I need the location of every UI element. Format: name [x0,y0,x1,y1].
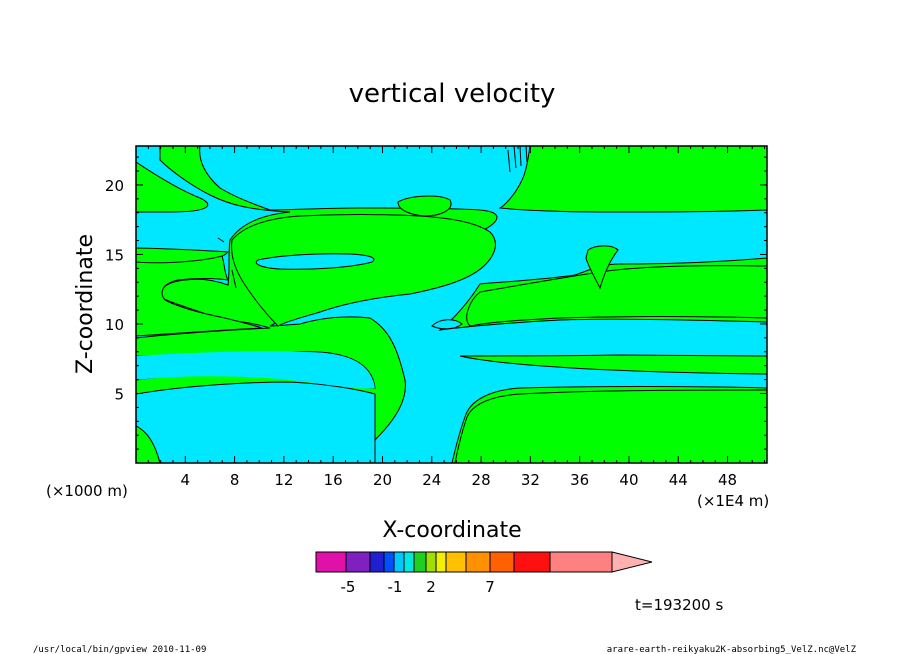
x-tick-label: 24 [422,471,441,489]
footer-left: /usr/local/bin/gpview 2010-11-09 [33,645,206,654]
x-tick-label: 32 [521,471,540,489]
x-tick-label: 8 [230,471,240,489]
colorbar-segment [465,551,491,573]
footer-right: arare-earth-reikyaku2K-absorbing5_VelZ.n… [607,645,857,654]
y-tick-label: 5 [114,385,124,403]
colorbar-label: 2 [426,578,436,596]
x-tick-label: 36 [570,471,589,489]
colorbar-segment [413,551,427,573]
x-axis-unit: (×1E4 m) [697,492,769,510]
x-tick-labels: 4 8 12 16 20 24 28 32 36 40 44 48 [181,471,738,489]
x-tick-label: 12 [274,471,293,489]
colorbar-segment [345,551,371,573]
contour-fill [136,146,767,463]
x-tick-label: 48 [718,471,737,489]
x-tick-label: 16 [324,471,343,489]
colorbar-segment [315,551,347,573]
y-tick-label: 10 [105,316,124,334]
plot-area [135,145,768,464]
axis-ticks [136,146,767,463]
time-label: t=193200 s [635,596,723,614]
colorbar-segment [403,551,415,573]
colorbar-segment [369,551,385,573]
colorbar-segment [393,551,405,573]
y-axis-unit: (×1000 m) [46,482,128,500]
colorbar-label: 7 [485,578,495,596]
y-tick-label: 20 [105,177,124,195]
chart-title: vertical velocity [349,79,556,109]
colorbar-segment [425,551,437,573]
x-axis-label: X-coordinate [382,518,521,543]
colorbar-segment [489,551,515,573]
x-tick-label: 40 [619,471,638,489]
colorbar-extend-arrow [611,551,653,573]
x-tick-label: 4 [181,471,191,489]
colorbar-segment [549,551,613,573]
colorbar-segment [383,551,395,573]
contour-region-positive [231,214,496,327]
y-tick-labels: 5 10 15 20 [105,177,124,404]
colorbar-segment [435,551,447,573]
x-tick-label: 28 [472,471,491,489]
y-axis-label: Z-coordinate [73,234,98,374]
x-tick-label: 44 [669,471,688,489]
colorbar-labels: -5 -1 2 7 [341,578,495,596]
y-tick-label: 15 [105,246,124,264]
colorbar-segment [445,551,467,573]
plot-frame [135,145,768,464]
colorbar-label: -5 [341,578,356,596]
colorbar-label: -1 [388,578,403,596]
colorbar-segment [513,551,551,573]
colorbar [315,551,653,573]
x-tick-label: 20 [373,471,392,489]
